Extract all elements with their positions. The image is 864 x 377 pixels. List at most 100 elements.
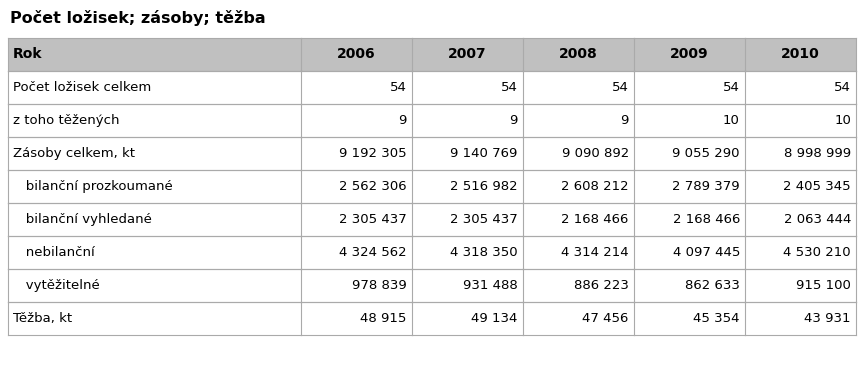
Text: nebilanční: nebilanční	[13, 246, 95, 259]
Text: 2 405 345: 2 405 345	[784, 180, 851, 193]
Text: 10: 10	[723, 114, 740, 127]
Text: 2 063 444: 2 063 444	[784, 213, 851, 226]
Bar	[301, 71, 411, 104]
Text: 9 090 892: 9 090 892	[562, 147, 629, 160]
Bar	[8, 302, 301, 335]
Bar	[8, 236, 301, 269]
Text: 931 488: 931 488	[463, 279, 518, 292]
Text: z toho těžených: z toho těžených	[13, 114, 119, 127]
Text: 2 168 466: 2 168 466	[672, 213, 740, 226]
Bar	[411, 269, 523, 302]
Bar	[745, 71, 856, 104]
Text: 10: 10	[834, 114, 851, 127]
Text: 9: 9	[620, 114, 629, 127]
Text: 2 305 437: 2 305 437	[339, 213, 407, 226]
Bar	[745, 104, 856, 137]
Text: 4 530 210: 4 530 210	[784, 246, 851, 259]
Bar	[634, 71, 745, 104]
Bar	[411, 38, 523, 71]
Text: Rok: Rok	[13, 48, 42, 61]
Bar	[8, 203, 301, 236]
Text: 54: 54	[501, 81, 518, 94]
Text: 2 562 306: 2 562 306	[339, 180, 407, 193]
Bar	[8, 104, 301, 137]
Bar	[523, 203, 634, 236]
Text: 8 998 999: 8 998 999	[784, 147, 851, 160]
Bar	[634, 236, 745, 269]
Bar	[523, 170, 634, 203]
Text: 915 100: 915 100	[796, 279, 851, 292]
Bar	[301, 269, 411, 302]
Text: 2 608 212: 2 608 212	[562, 180, 629, 193]
Bar	[411, 302, 523, 335]
Text: 54: 54	[834, 81, 851, 94]
Bar	[634, 38, 745, 71]
Text: 2007: 2007	[448, 48, 486, 61]
Bar	[523, 269, 634, 302]
Text: 2 789 379: 2 789 379	[672, 180, 740, 193]
Bar	[634, 203, 745, 236]
Text: 9: 9	[398, 114, 407, 127]
Text: 4 324 562: 4 324 562	[339, 246, 407, 259]
Bar	[523, 137, 634, 170]
Bar	[523, 104, 634, 137]
Text: vytěžitelné: vytěžitelné	[13, 279, 99, 292]
Text: 2 168 466: 2 168 466	[562, 213, 629, 226]
Text: Počet ložisek celkem: Počet ložisek celkem	[13, 81, 151, 94]
Text: Zásoby celkem, kt: Zásoby celkem, kt	[13, 147, 135, 160]
Bar	[301, 137, 411, 170]
Text: 54: 54	[612, 81, 629, 94]
Bar	[634, 170, 745, 203]
Bar	[301, 38, 411, 71]
Bar	[411, 137, 523, 170]
Bar	[411, 71, 523, 104]
Bar	[411, 203, 523, 236]
Bar	[411, 236, 523, 269]
Bar	[523, 302, 634, 335]
Text: 43 931: 43 931	[804, 312, 851, 325]
Text: 9 192 305: 9 192 305	[339, 147, 407, 160]
Bar	[634, 269, 745, 302]
Text: 2006: 2006	[337, 48, 376, 61]
Bar	[745, 236, 856, 269]
Text: 886 223: 886 223	[574, 279, 629, 292]
Text: 2010: 2010	[781, 48, 820, 61]
Text: 9 055 290: 9 055 290	[672, 147, 740, 160]
Bar	[523, 236, 634, 269]
Text: 9: 9	[510, 114, 518, 127]
Text: bilanční prozkoumané: bilanční prozkoumané	[13, 180, 173, 193]
Text: 2 305 437: 2 305 437	[450, 213, 518, 226]
Bar	[301, 170, 411, 203]
Text: 54: 54	[390, 81, 407, 94]
Bar	[301, 236, 411, 269]
Bar	[301, 203, 411, 236]
Text: 862 633: 862 633	[685, 279, 740, 292]
Bar	[411, 104, 523, 137]
Bar	[745, 170, 856, 203]
Bar	[523, 38, 634, 71]
Text: 978 839: 978 839	[352, 279, 407, 292]
Bar	[634, 104, 745, 137]
Bar	[745, 38, 856, 71]
Text: 48 915: 48 915	[360, 312, 407, 325]
Text: 49 134: 49 134	[472, 312, 518, 325]
Text: 2009: 2009	[670, 48, 708, 61]
Text: Počet ložisek; zásoby; těžba: Počet ložisek; zásoby; těžba	[10, 10, 265, 26]
Bar	[301, 104, 411, 137]
Bar	[523, 71, 634, 104]
Bar	[8, 170, 301, 203]
Text: 2 516 982: 2 516 982	[450, 180, 518, 193]
Text: 2008: 2008	[559, 48, 598, 61]
Text: 9 140 769: 9 140 769	[450, 147, 518, 160]
Bar	[411, 170, 523, 203]
Text: 4 314 214: 4 314 214	[562, 246, 629, 259]
Bar	[8, 38, 301, 71]
Text: 4 097 445: 4 097 445	[672, 246, 740, 259]
Bar	[745, 203, 856, 236]
Bar	[8, 137, 301, 170]
Text: 4 318 350: 4 318 350	[450, 246, 518, 259]
Bar	[634, 302, 745, 335]
Bar	[745, 137, 856, 170]
Text: 54: 54	[723, 81, 740, 94]
Text: Těžba, kt: Těžba, kt	[13, 312, 72, 325]
